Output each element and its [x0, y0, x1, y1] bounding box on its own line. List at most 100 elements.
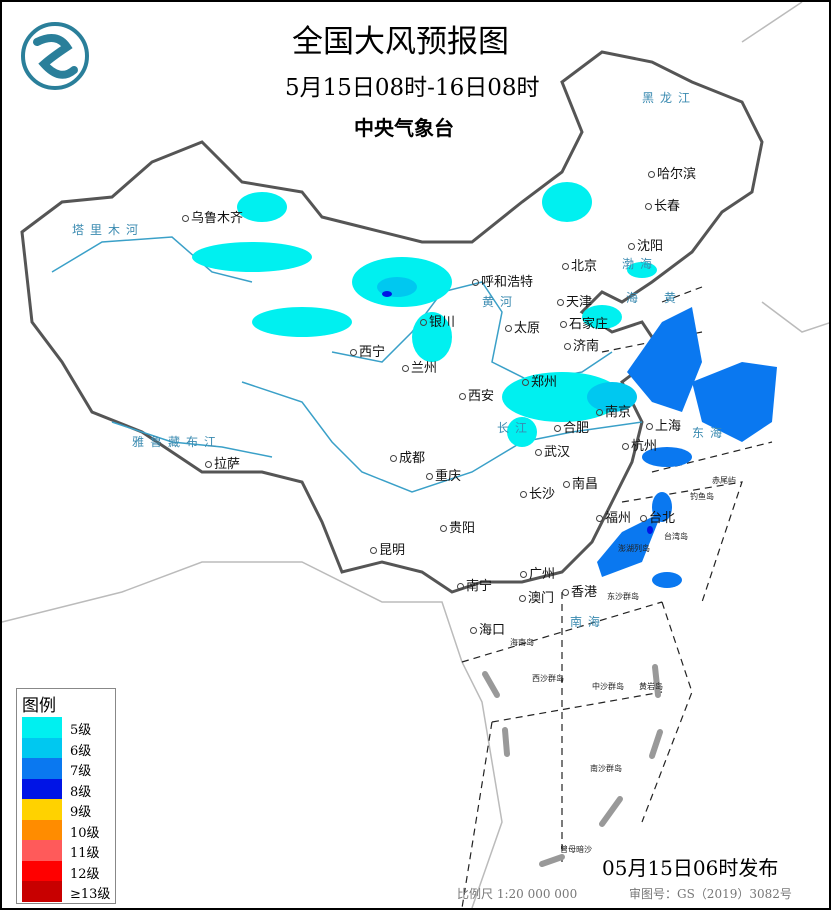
- city-label: 贵阳: [440, 522, 475, 536]
- nine-dash-line: [482, 664, 663, 867]
- city-dot-icon: [562, 263, 569, 270]
- city-dot-icon: [459, 393, 466, 400]
- city-dot-icon: [205, 461, 212, 468]
- city-name: 南京: [605, 405, 632, 420]
- legend-label: 7级: [70, 764, 92, 779]
- legend-label: 11级: [70, 846, 100, 861]
- map-scale: 比例尺 1:20 000 000: [457, 887, 578, 901]
- city-name: 西安: [468, 389, 495, 404]
- city-dot-icon: [457, 583, 464, 590]
- city-name: 福州: [605, 511, 632, 526]
- city-label: 杭州: [622, 440, 657, 454]
- city-label: 南京: [596, 406, 631, 420]
- city-dot-icon: [472, 279, 479, 286]
- legend-label: 9级: [70, 805, 92, 820]
- city-dot-icon: [520, 571, 527, 578]
- legend-item: 6级: [22, 737, 114, 759]
- island-label: 南沙群岛: [590, 764, 622, 773]
- wind-area-8: [382, 291, 653, 534]
- water-label: 黄河: [482, 295, 519, 309]
- city-label: 台北: [640, 512, 675, 526]
- city-dot-icon: [554, 425, 561, 432]
- legend-label: 6级: [70, 743, 92, 759]
- city-dot-icon: [402, 365, 409, 372]
- legend-item: 5级: [22, 717, 114, 738]
- city-name: 太原: [514, 321, 541, 336]
- legend-swatch: [22, 840, 62, 861]
- city-name: 北京: [571, 259, 598, 274]
- water-label: 渤海: [622, 257, 659, 271]
- city-label: 呼和浩特: [472, 276, 533, 290]
- water-label: 雅鲁藏布江: [132, 435, 223, 449]
- legend-title: 图例: [22, 696, 56, 716]
- city-name: 合肥: [563, 421, 590, 436]
- city-label: 合肥: [554, 422, 589, 436]
- city-dot-icon: [562, 589, 569, 596]
- city-label: 太原: [505, 322, 540, 336]
- city-dot-icon: [563, 481, 570, 488]
- city-label: 郑州: [522, 376, 557, 390]
- city-dot-icon: [440, 525, 447, 532]
- legend-swatch: [22, 737, 62, 758]
- city-name: 乌鲁木齐: [191, 211, 244, 226]
- legend-swatch: [22, 758, 62, 779]
- city-name: 哈尔滨: [657, 167, 697, 182]
- legend-label: 10级: [70, 825, 100, 841]
- legend-item: 8级: [22, 778, 114, 800]
- water-label: 南海: [570, 615, 607, 629]
- release-time: 05月15日06时发布: [602, 856, 779, 880]
- legend-label: 12级: [70, 866, 100, 882]
- city-label: 昆明: [370, 544, 405, 558]
- legend-label: ≥13级: [70, 887, 111, 902]
- city-name: 贵阳: [449, 521, 476, 536]
- city-label: 石家庄: [560, 318, 608, 332]
- island-label: 中沙群岛: [592, 682, 624, 691]
- map-review-number: 审图号：GS（2019）3082号: [629, 887, 792, 901]
- legend-item: 12级: [22, 860, 114, 882]
- water-label: 长江: [497, 421, 534, 435]
- island-label: 黄岩岛: [639, 682, 663, 691]
- legend-item: 11级: [22, 840, 114, 861]
- river-tarim: [51, 236, 253, 283]
- city-name: 天津: [566, 295, 593, 310]
- city-label: 海口: [470, 624, 505, 638]
- legend-item: 10级: [22, 819, 114, 841]
- city-label: 成都: [390, 452, 425, 466]
- water-label: 海: [626, 291, 645, 305]
- city-dot-icon: [505, 325, 512, 332]
- city-name: 拉萨: [214, 457, 241, 472]
- city-dot-icon: [520, 491, 527, 498]
- water-label: 黄: [664, 291, 683, 305]
- legend-swatch: [22, 778, 62, 799]
- city-name: 长春: [654, 199, 681, 214]
- issuer: 中央气象台: [354, 116, 454, 140]
- forecast-period: 5月15日08时-16日08时: [285, 75, 540, 101]
- legend-swatch: [22, 881, 62, 902]
- city-dot-icon: [648, 171, 655, 178]
- legend-swatch: [22, 860, 62, 881]
- city-label: 乌鲁木齐: [182, 212, 243, 226]
- city-name: 杭州: [631, 439, 658, 454]
- city-dot-icon: [350, 349, 357, 356]
- island-label: 西沙群岛: [532, 674, 564, 683]
- city-dot-icon: [596, 409, 603, 416]
- city-label: 南宁: [457, 580, 492, 594]
- city-label: 北京: [562, 260, 597, 274]
- river-yangtze: [241, 381, 643, 493]
- city-name: 昆明: [379, 543, 406, 558]
- city-label: 香港: [562, 586, 597, 600]
- city-dot-icon: [426, 473, 433, 480]
- city-label: 兰州: [402, 362, 437, 376]
- city-name: 西宁: [359, 345, 386, 360]
- city-name: 台北: [649, 511, 676, 526]
- city-label: 西安: [459, 390, 494, 404]
- city-name: 香港: [571, 585, 598, 600]
- legend: 图例 5级 6级 7级 8级 9级 10级 11级 12级 ≥13级: [16, 688, 116, 904]
- island-label: 海南岛: [510, 638, 534, 647]
- city-dot-icon: [470, 627, 477, 634]
- city-name: 石家庄: [569, 317, 609, 332]
- city-name: 济南: [573, 339, 600, 354]
- city-dot-icon: [646, 423, 653, 430]
